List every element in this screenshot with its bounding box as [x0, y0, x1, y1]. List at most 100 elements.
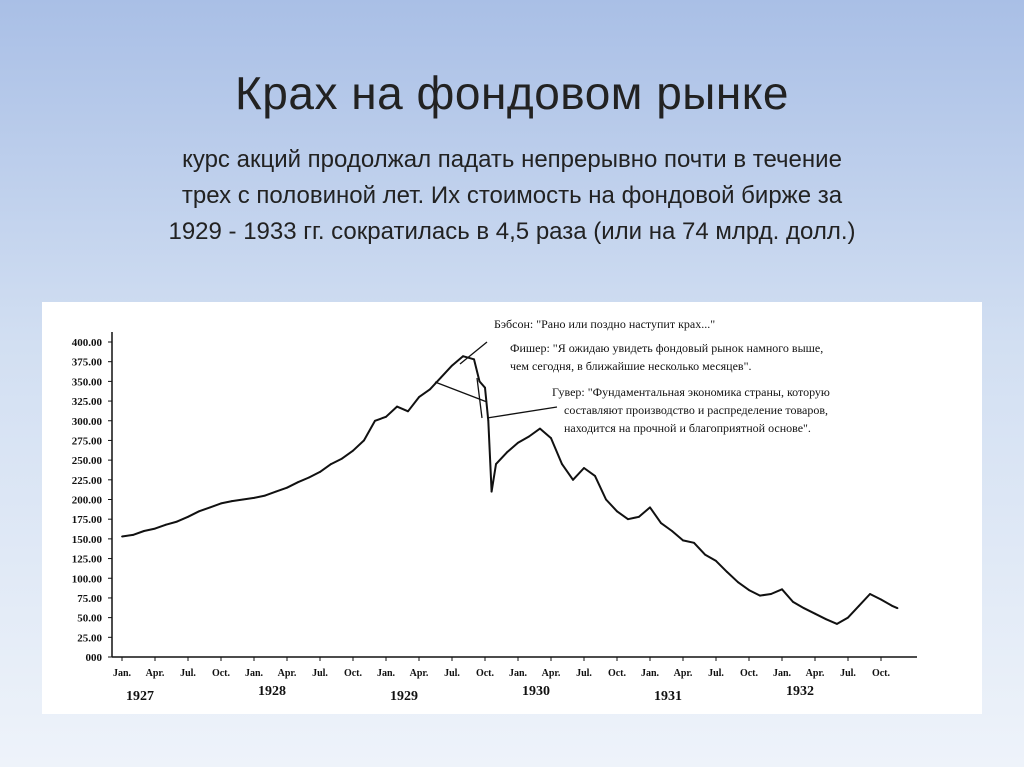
data-point — [286, 486, 288, 489]
x-tick-label: Oct. — [344, 668, 363, 679]
data-point — [715, 560, 717, 562]
data-point — [462, 355, 464, 358]
data-point — [220, 502, 222, 505]
y-tick-label: 375.00 — [72, 357, 103, 369]
y-tick-label: 000 — [86, 652, 103, 664]
x-tick-label: Jan. — [509, 668, 528, 679]
data-point — [781, 588, 783, 591]
x-tick-label: Jul. — [312, 668, 328, 679]
x-tick-label: Oct. — [608, 668, 627, 679]
data-point — [880, 598, 882, 601]
data-point — [487, 419, 490, 422]
data-point — [561, 463, 563, 465]
data-point — [594, 474, 596, 477]
data-point — [385, 415, 387, 418]
x-tick-label: Jul. — [840, 668, 856, 679]
x-tick-label: Apr. — [806, 668, 825, 679]
data-point — [253, 497, 255, 499]
subtitle-line: трех с половиной лет. Их стоимость на фо… — [181, 182, 843, 209]
data-point — [759, 594, 761, 597]
data-point — [121, 535, 123, 538]
subtitle-line: 1929 - 1933 гг. сократилась в 4,5 раза (… — [168, 218, 856, 245]
data-point — [429, 388, 431, 391]
x-tick-label: Jan. — [245, 668, 264, 679]
year-label: 1927 — [126, 689, 154, 704]
data-point — [605, 498, 607, 501]
data-point — [896, 607, 899, 610]
x-tick-label: Jan. — [773, 668, 792, 679]
data-point — [242, 498, 244, 501]
data-point — [572, 478, 574, 481]
data-point — [616, 510, 618, 513]
data-point — [352, 449, 354, 452]
axes — [111, 332, 917, 658]
data-point — [132, 534, 134, 536]
data-point — [583, 467, 585, 469]
annotation-leaders — [434, 341, 558, 419]
data-point — [297, 481, 299, 484]
stock-chart: 400.00 375.00 350.00 325.00 300.00 275.00 250.… — [72, 317, 917, 704]
data-point — [198, 510, 200, 513]
data-point — [671, 530, 673, 532]
data-point — [803, 607, 805, 610]
data-point — [792, 600, 794, 603]
data-point — [330, 463, 332, 465]
data-point — [825, 618, 827, 621]
data-point — [660, 522, 662, 525]
y-tick-label: 300.00 — [72, 416, 103, 428]
year-label: 1928 — [258, 684, 286, 699]
annotation-text: чем сегодня, в ближайшие несколько месяц… — [510, 359, 751, 373]
x-tick-label: Oct. — [476, 668, 495, 679]
data-point — [490, 490, 493, 493]
data-point — [418, 396, 420, 399]
data-point — [550, 437, 552, 439]
data-point — [847, 616, 849, 619]
data-point — [478, 380, 481, 383]
data-point — [308, 476, 310, 479]
x-tick-label: Jan. — [377, 668, 396, 679]
data-point — [363, 439, 365, 442]
annotation-text: Фишер: "Я ожидаю увидеть фондовый рынок … — [510, 341, 823, 355]
series — [121, 355, 899, 625]
data-point — [407, 410, 409, 413]
y-tick-label: 200.00 — [72, 495, 103, 507]
data-point — [264, 494, 266, 497]
data-point — [396, 405, 398, 408]
data-point — [275, 490, 277, 493]
data-point — [858, 604, 860, 607]
data-point — [869, 593, 871, 595]
data-point — [726, 571, 728, 573]
slide-title: Крах на фондовом рынке — [235, 67, 789, 119]
data-point — [506, 451, 508, 454]
data-point — [440, 376, 442, 379]
data-point — [231, 500, 233, 502]
y-tick-label: 75.00 — [77, 593, 102, 605]
data-point — [682, 539, 684, 542]
y-tick-label: 225.00 — [72, 475, 103, 487]
x-tick-label: Jul. — [708, 668, 724, 679]
annotation-text: Гувер: "Фундаментальная экономика страны… — [552, 385, 830, 399]
data-point — [451, 364, 453, 367]
x-tick-label: Jul. — [576, 668, 592, 679]
y-tick-label: 50.00 — [77, 613, 102, 625]
leader-line — [476, 377, 483, 419]
data-point — [539, 427, 541, 430]
data-point — [770, 593, 772, 595]
y-tick-label: 275.00 — [72, 435, 103, 447]
subtitle-line: курс акций продолжал падать непрерывно п… — [182, 146, 842, 173]
y-tick-label: 175.00 — [72, 514, 103, 526]
leader-line — [486, 406, 558, 419]
x-tick-label: Apr. — [278, 668, 297, 679]
x-tick-label: Oct. — [212, 668, 231, 679]
leader-line — [434, 381, 488, 403]
data-point — [165, 523, 167, 526]
x-tick-label: Oct. — [872, 668, 891, 679]
x-tick-label: Apr. — [674, 668, 693, 679]
data-point — [693, 541, 695, 544]
y-tick-label: 325.00 — [72, 396, 103, 408]
y-tick-label: 400.00 — [72, 337, 103, 349]
data-point — [374, 419, 376, 422]
data-point — [495, 463, 497, 465]
x-tick-label: Jan. — [113, 668, 132, 679]
y-tick-label: 250.00 — [72, 455, 103, 467]
